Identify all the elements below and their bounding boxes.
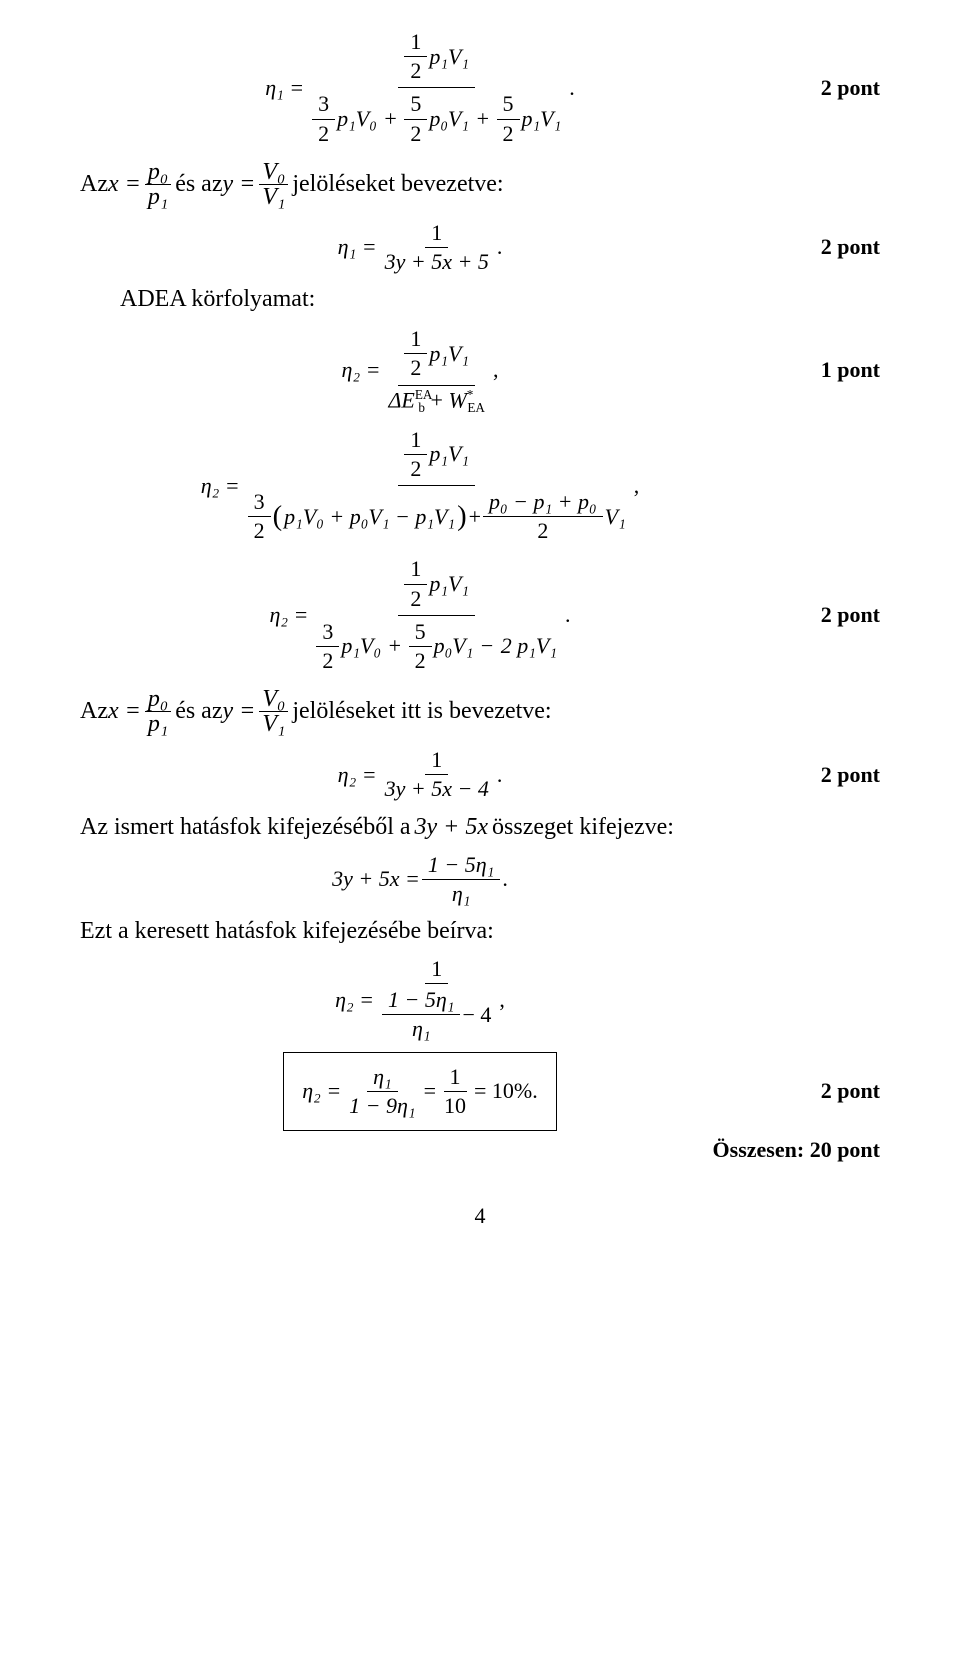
points-label: 2 pont — [760, 762, 880, 788]
equation-eta2-expanded: η₂ = 12 p₁V₁ 32 (p₁V₀ + p₀V₁ − p₁V₁) + p… — [80, 424, 880, 548]
equation-eta1-full: η₁ = 12 p₁V₁ 32 p₁V₀ + 52 p₀V₁ + — [80, 26, 880, 150]
text-substitute: Ezt a keresett hatásfok kifejezésébe beí… — [80, 918, 880, 945]
result-box: η₂ = η₁ 1 − 9η₁ = 1 10 = 10%. — [283, 1052, 557, 1131]
intro-substitution-2: Az x = p₀p₁ és az y = V₀V₁ jelöléseket i… — [80, 687, 880, 736]
equation-3y5x: 3y + 5x = 1 − 5η₁ η₁ . — [80, 851, 880, 908]
eq-body: η₁ = 12 p₁V₁ 32 p₁V₀ + 52 p₀V₁ + — [80, 26, 760, 150]
lhs: η₁ = — [265, 75, 304, 101]
equation-eta2-xy: η₂ = 1 3y + 5x − 4 . 2 pont — [80, 746, 880, 803]
adea-label: ADEA körfolyamat: — [120, 286, 880, 313]
intro-substitution-1: Az x = p₀p₁ és az y = V₀V₁ jelöléseket b… — [80, 160, 880, 209]
page-number: 4 — [80, 1203, 880, 1229]
text-known-efficiency: Az ismert hatásfok kifejezéséből a 3y + … — [80, 814, 880, 841]
equation-eta2-energy: η₂ = 12 p₁V₁ ΔEEAb + W*EA , 1 pont — [80, 323, 880, 418]
points-label: 2 pont — [760, 1078, 880, 1104]
total-points: Összesen: 20 pont — [693, 1137, 880, 1163]
main-fraction: 12 p₁V₁ 32 p₁V₀ + 52 p₀V₁ + 52 p₁V₁ — [306, 26, 567, 150]
equation-final-boxed: η₂ = η₁ 1 − 9η₁ = 1 10 = 10%. 2 pont — [80, 1052, 880, 1131]
points-label: 2 pont — [760, 75, 880, 101]
points-label: 2 pont — [760, 234, 880, 260]
total-row: Összesen: 20 pont — [80, 1137, 880, 1163]
equation-eta2-simplified: η₂ = 12 p₁V₁ 32 p₁V₀ + 52 p₀V₁ − — [80, 553, 880, 677]
punct: . — [569, 75, 575, 101]
equation-eta2-nested: η₂ = 1 1 − 5η₁ η₁ − 4 , — [80, 955, 880, 1046]
points-label: 2 pont — [760, 602, 880, 628]
points-label: 1 pont — [760, 357, 880, 383]
equation-eta1-simple: η₁ = 1 3y + 5x + 5 . 2 pont — [80, 219, 880, 276]
